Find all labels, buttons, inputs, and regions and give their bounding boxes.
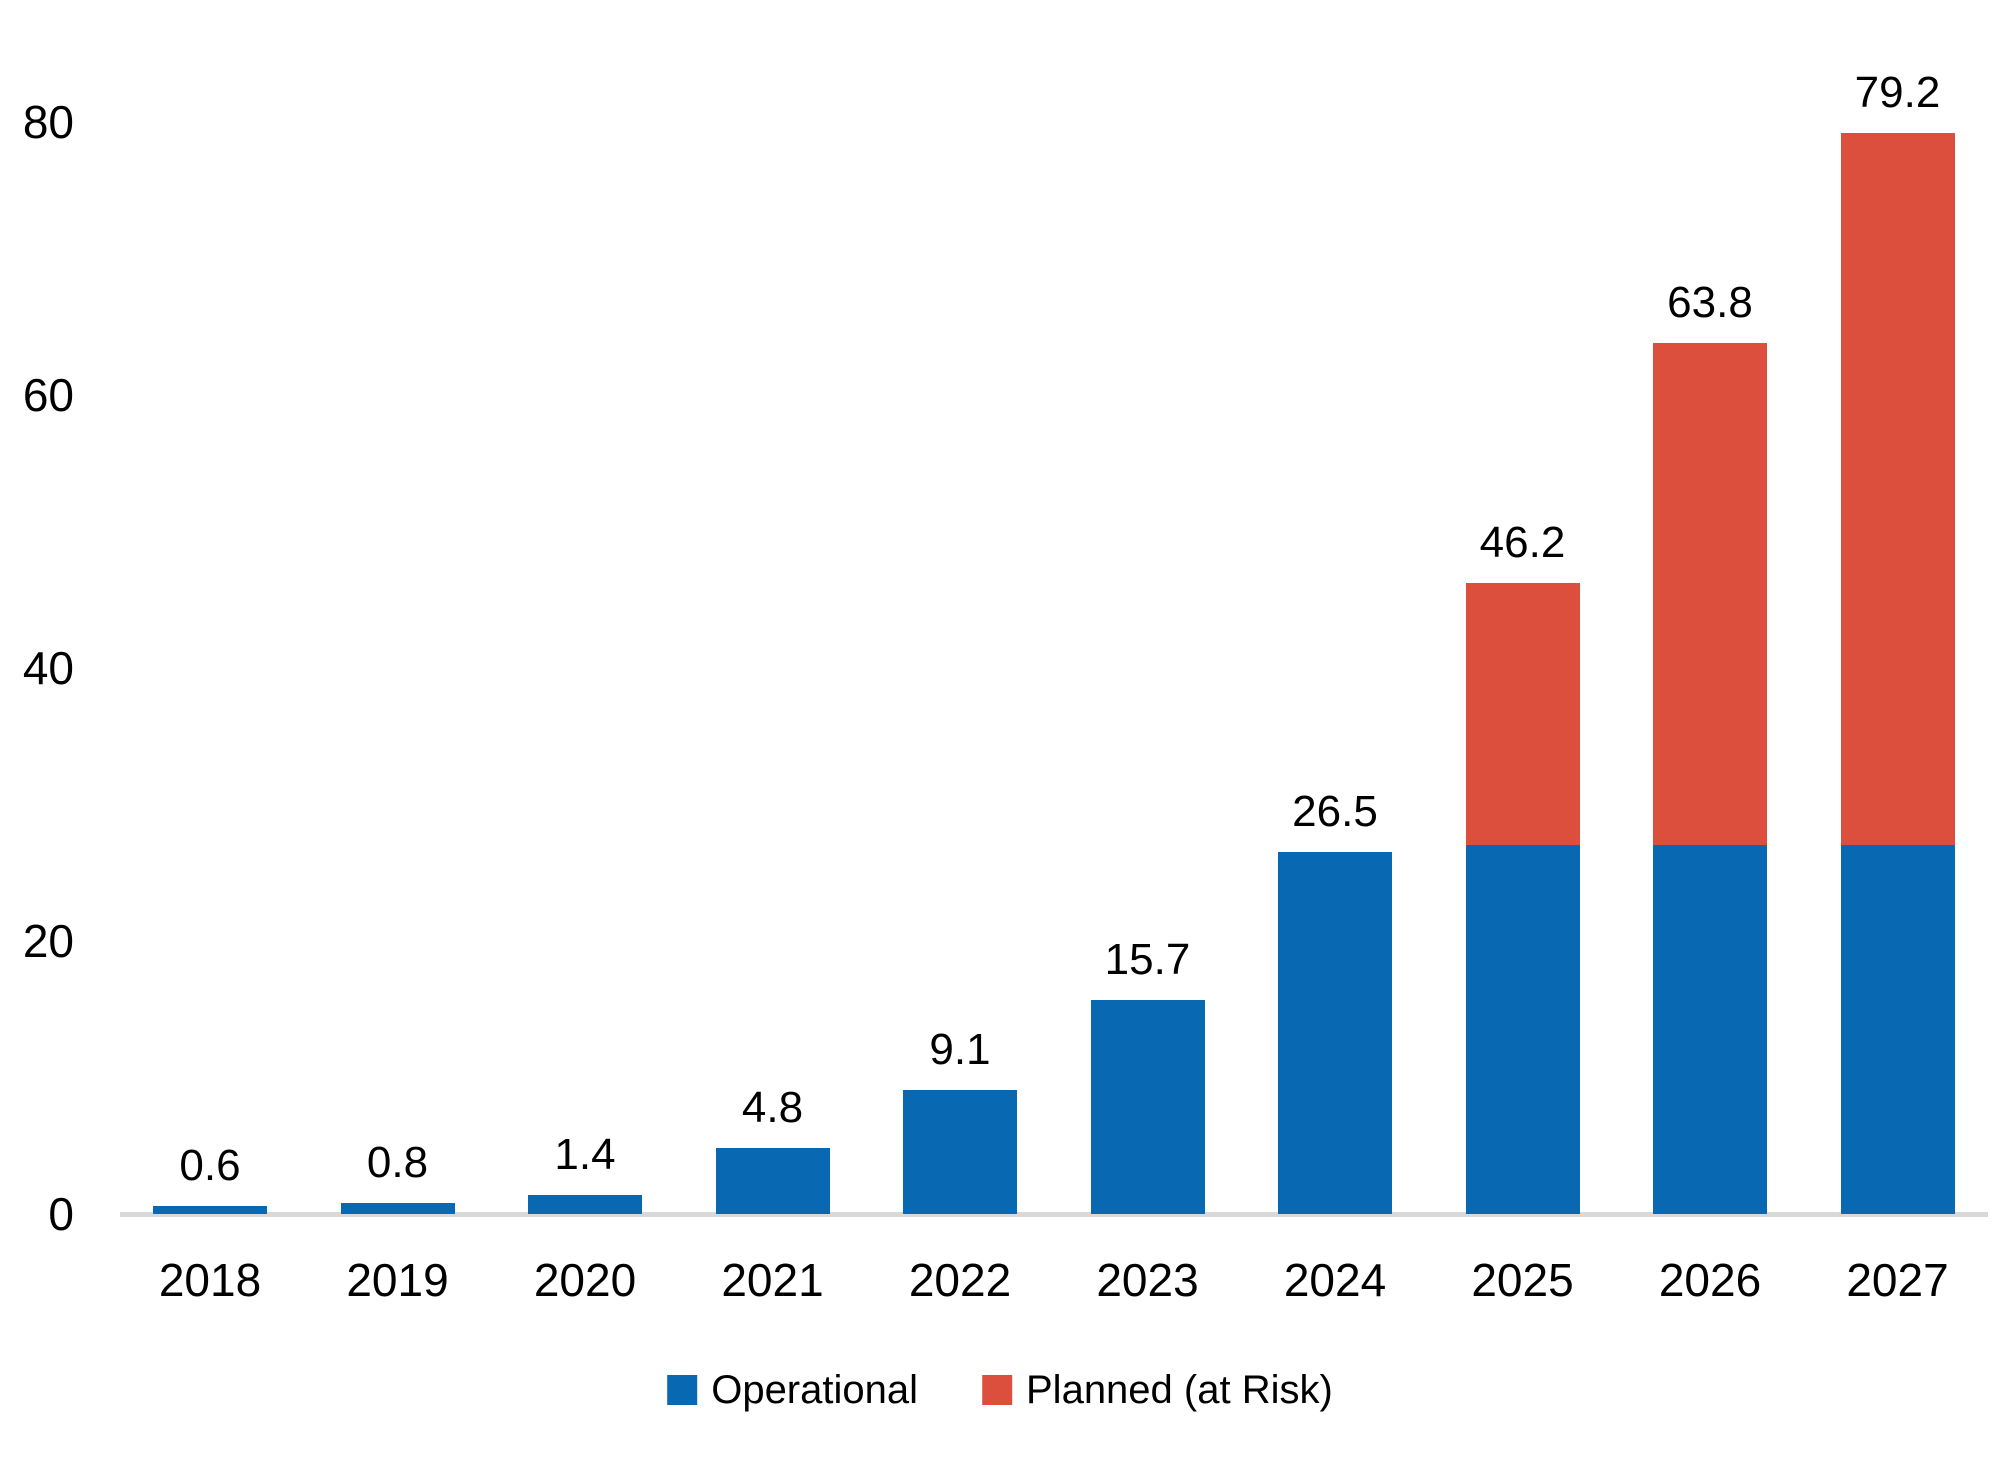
x-tick-label-2027: 2027	[1846, 1254, 1949, 1306]
data-label-2027: 79.2	[1854, 67, 1941, 117]
bar-2021	[715, 1148, 830, 1214]
bar-2020-operational-segment	[528, 1194, 642, 1214]
legend-swatch-planned-icon	[982, 1375, 1012, 1405]
bar-2027	[1840, 132, 1955, 1214]
x-tick-label-2018: 2018	[158, 1254, 262, 1306]
x-tick-label-2024: 2024	[1283, 1254, 1387, 1306]
bar-2025	[1465, 583, 1580, 1214]
bar-2025-planned-segment	[1465, 583, 1580, 846]
y-tick-label: 80	[22, 96, 74, 148]
data-label-2026: 63.8	[1667, 278, 1753, 328]
bar-2024-operational-segment	[1278, 852, 1392, 1214]
y-tick-label: 20	[22, 915, 74, 967]
x-tick-label-2022: 2022	[908, 1254, 1012, 1306]
x-tick-label-2019: 2019	[346, 1254, 449, 1306]
legend-label-planned: Planned (at Risk)	[1026, 1368, 1333, 1412]
bar-2027-operational-segment	[1840, 845, 1955, 1214]
bar-2021-operational-segment	[715, 1148, 830, 1214]
bar-2024	[1278, 852, 1392, 1214]
data-label-2022: 9.1	[929, 1024, 991, 1074]
legend-item-planned: Planned (at Risk)	[982, 1366, 1333, 1414]
bar-2019-operational-segment	[340, 1203, 455, 1214]
x-tick-label-2021: 2021	[721, 1254, 824, 1306]
legend-item-operational: Operational	[667, 1366, 918, 1414]
y-tick-label: 0	[48, 1188, 74, 1240]
bar-2023-operational-segment	[1090, 999, 1205, 1214]
data-label-2019: 0.8	[366, 1138, 429, 1188]
bar-2026	[1653, 343, 1767, 1214]
bar-2019	[340, 1203, 455, 1214]
x-tick-label-2026: 2026	[1658, 1254, 1762, 1306]
legend-label-operational: Operational	[711, 1368, 918, 1412]
data-label-2024: 26.5	[1292, 787, 1378, 837]
bar-2026-planned-segment	[1653, 343, 1767, 846]
bar-2018-operational-segment	[153, 1205, 267, 1214]
data-label-2020: 1.4	[554, 1129, 616, 1179]
legend-swatch-operational-icon	[667, 1375, 698, 1405]
data-label-2021: 4.8	[741, 1083, 804, 1133]
bar-2023	[1090, 999, 1205, 1214]
bar-2020	[528, 1194, 642, 1214]
data-label-2018: 0.6	[179, 1140, 241, 1190]
bar-2027-planned-segment	[1840, 132, 1955, 846]
bar-2026-operational-segment	[1653, 845, 1767, 1214]
bar-2022-operational-segment	[903, 1089, 1017, 1214]
x-tick-label-2025: 2025	[1471, 1254, 1574, 1306]
bar-2022	[903, 1089, 1017, 1214]
data-label-2023: 15.7	[1104, 934, 1191, 984]
x-tick-label-2023: 2023	[1096, 1254, 1199, 1306]
y-tick-label: 60	[22, 369, 74, 421]
x-tick-label-2020: 2020	[533, 1254, 637, 1306]
bar-2018	[153, 1205, 267, 1214]
data-label-2025: 46.2	[1479, 518, 1566, 568]
bar-2025-operational-segment	[1465, 845, 1580, 1214]
legend: Operational Planned (at Risk)	[667, 1366, 1333, 1414]
x-axis-line	[120, 1212, 1988, 1217]
y-tick-label: 40	[22, 642, 74, 694]
